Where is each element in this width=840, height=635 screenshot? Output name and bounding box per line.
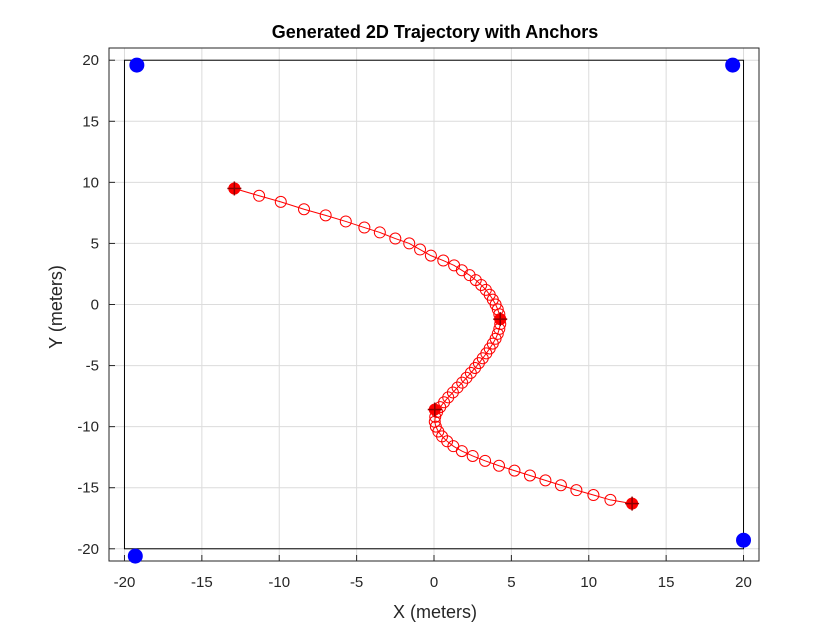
y-tick-label: 10 [82,174,99,191]
trajectory-point [424,249,437,262]
trajectory-point [437,254,450,267]
y-tick-label: 20 [82,52,99,69]
trajectory-point [389,232,402,245]
trajectory-point [253,189,266,202]
y-tick-label: 15 [82,113,99,130]
trajectory-point [523,469,536,482]
trajectory-point [414,243,427,256]
anchor-markers [127,57,752,564]
y-tick-label: -5 [86,358,99,375]
anchor-point [129,57,145,73]
trajectory-point [358,221,371,234]
y-tick-label: -10 [77,419,99,436]
y-tick-label: 5 [91,235,99,252]
trajectory-point [466,449,479,462]
anchor-point [127,548,143,564]
x-axis-label: X (meters) [393,602,477,622]
trajectory-point [339,215,352,228]
anchor-point [725,57,741,73]
trajectory-point [451,381,464,394]
x-tick-label: 15 [658,574,675,591]
anchor-point [736,532,752,548]
trajectory-point [298,203,310,216]
trajectory-point [441,435,454,448]
boundary-rectangle [123,59,745,550]
trajectory-point [493,459,505,472]
y-tick-label: 0 [91,297,99,314]
trajectory-point [587,489,600,502]
trajectory-point [479,454,492,467]
y-axis-label: Y (meters) [46,265,66,349]
trajectory-point [456,376,469,389]
trajectory-point [508,464,521,477]
x-tick-label: -15 [191,574,213,591]
trajectory-point [570,484,583,497]
waypoint-marker [625,496,640,511]
x-tick-label: 0 [430,574,438,591]
chart-title: Generated 2D Trajectory with Anchors [272,22,598,42]
trajectory-point [446,386,459,399]
waypoint-markers [227,181,640,511]
x-tick-label: 20 [735,574,752,591]
waypoint-marker [427,402,442,417]
trajectory-point [463,269,476,282]
trajectory-point [319,209,332,222]
trajectory-point [373,226,386,239]
x-tick-label: 10 [580,574,597,591]
x-tick-label: -10 [268,574,290,591]
y-tick-label: -20 [77,541,99,558]
axis-ticks: -20 -15 -10 -5 0 5 10 15 20 -20 -15 -10 -5 0 5 10 15 20 [77,52,752,591]
x-tick-label: -5 [350,574,363,591]
trajectory-point [539,474,552,487]
x-tick-label: -20 [114,574,136,591]
x-tick-label: 5 [507,574,515,591]
trajectory-markers [228,182,639,510]
trajectory-point [455,445,468,458]
trajectory-point [274,195,287,208]
trajectory-point [403,237,416,250]
trajectory-point [604,493,617,506]
trajectory-point [554,479,567,492]
trajectory-point [475,278,488,291]
waypoint-marker [227,181,242,196]
y-tick-label: -15 [77,480,99,497]
waypoint-marker [493,312,508,327]
